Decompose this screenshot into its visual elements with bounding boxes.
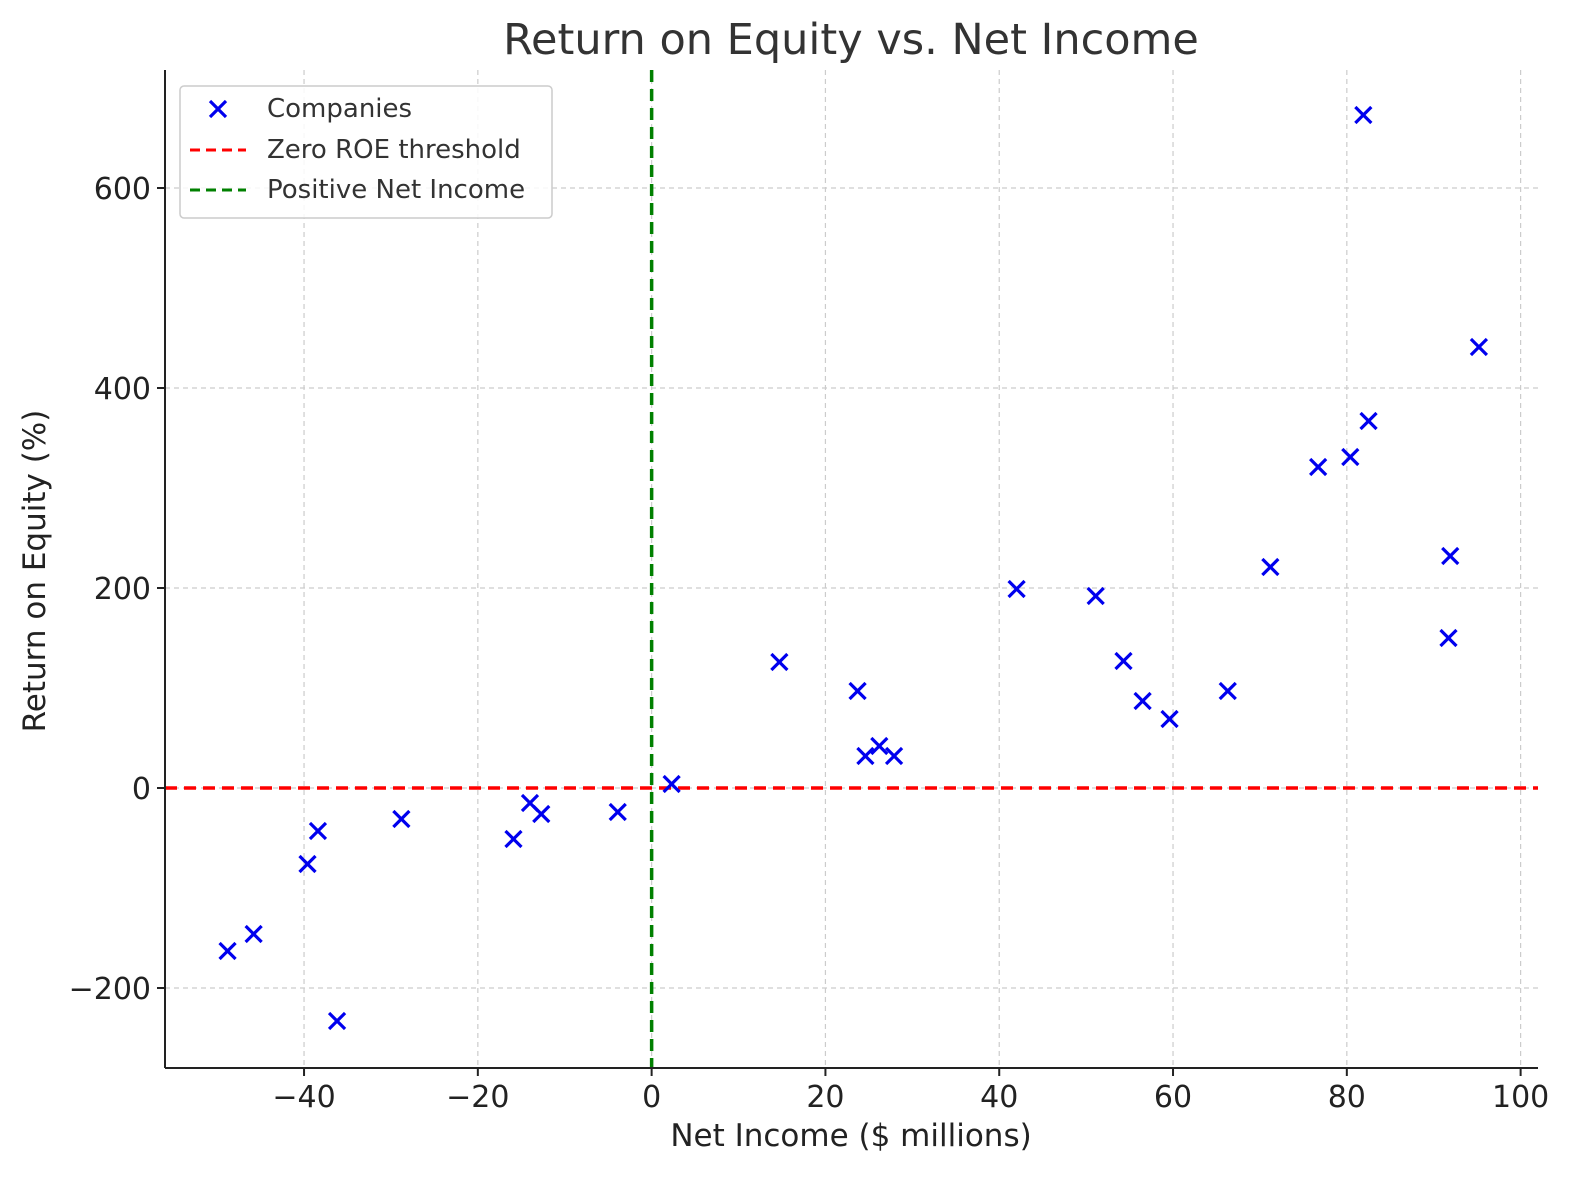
data-point [856,746,875,766]
data-point [848,681,867,701]
data-point [870,736,889,756]
y-axis-label: Return on Equity (%) [17,410,53,733]
data-point [1133,691,1152,711]
legend-x-marker [208,99,228,119]
y-tick-label: −200 [69,972,151,1007]
data-point [1309,457,1328,477]
data-point [504,829,523,849]
x-tick-label: 100 [1492,1080,1549,1115]
data-point [1359,411,1378,431]
data-point [218,941,237,961]
data-point [1261,557,1280,577]
data-point [1469,337,1489,357]
legend-marker-companies [208,99,228,119]
x-tick-label: −40 [272,1080,335,1115]
data-point [1007,579,1026,599]
data-point [1160,709,1179,729]
data-point [1441,546,1460,566]
x-tick-label: 20 [806,1080,844,1115]
x-tick-label: 60 [1154,1080,1192,1115]
data-point [1086,586,1105,606]
scatter-points [218,105,1489,1031]
data-point [884,746,904,766]
data-point [298,854,317,874]
data-point [392,809,411,829]
reference-lines [165,70,1538,1068]
data-point [1341,447,1360,467]
legend-label-zero-roe: Zero ROE threshold [267,135,521,165]
data-point [1114,651,1133,671]
data-point [608,802,627,822]
x-tick-label: −20 [446,1080,509,1115]
y-tick-label: 600 [94,172,151,207]
data-point [662,774,681,794]
chart-title: Return on Equity vs. Net Income [503,15,1199,65]
x-axis-label: Net Income ($ millions) [670,1118,1031,1154]
x-tick-label: 40 [980,1080,1018,1115]
legend-box [179,85,553,219]
data-point [1354,105,1373,125]
data-point [327,1011,347,1031]
y-tick-label: 200 [94,572,151,607]
legend-label-companies: Companies [267,94,412,124]
grid-lines [165,70,1538,1068]
y-tick-label: 0 [132,772,151,807]
data-point [244,924,263,944]
data-point [1439,628,1458,648]
data-point [1218,681,1237,701]
data-point [770,652,789,672]
data-point [308,821,328,841]
x-tick-label: 80 [1328,1080,1366,1115]
data-point [532,804,551,824]
legend: Companies Zero ROE threshold Positive Ne… [179,85,553,219]
y-tick-label: 400 [94,372,151,407]
legend-label-positive-income: Positive Net Income [267,175,525,205]
x-tick-label: 0 [642,1080,661,1115]
